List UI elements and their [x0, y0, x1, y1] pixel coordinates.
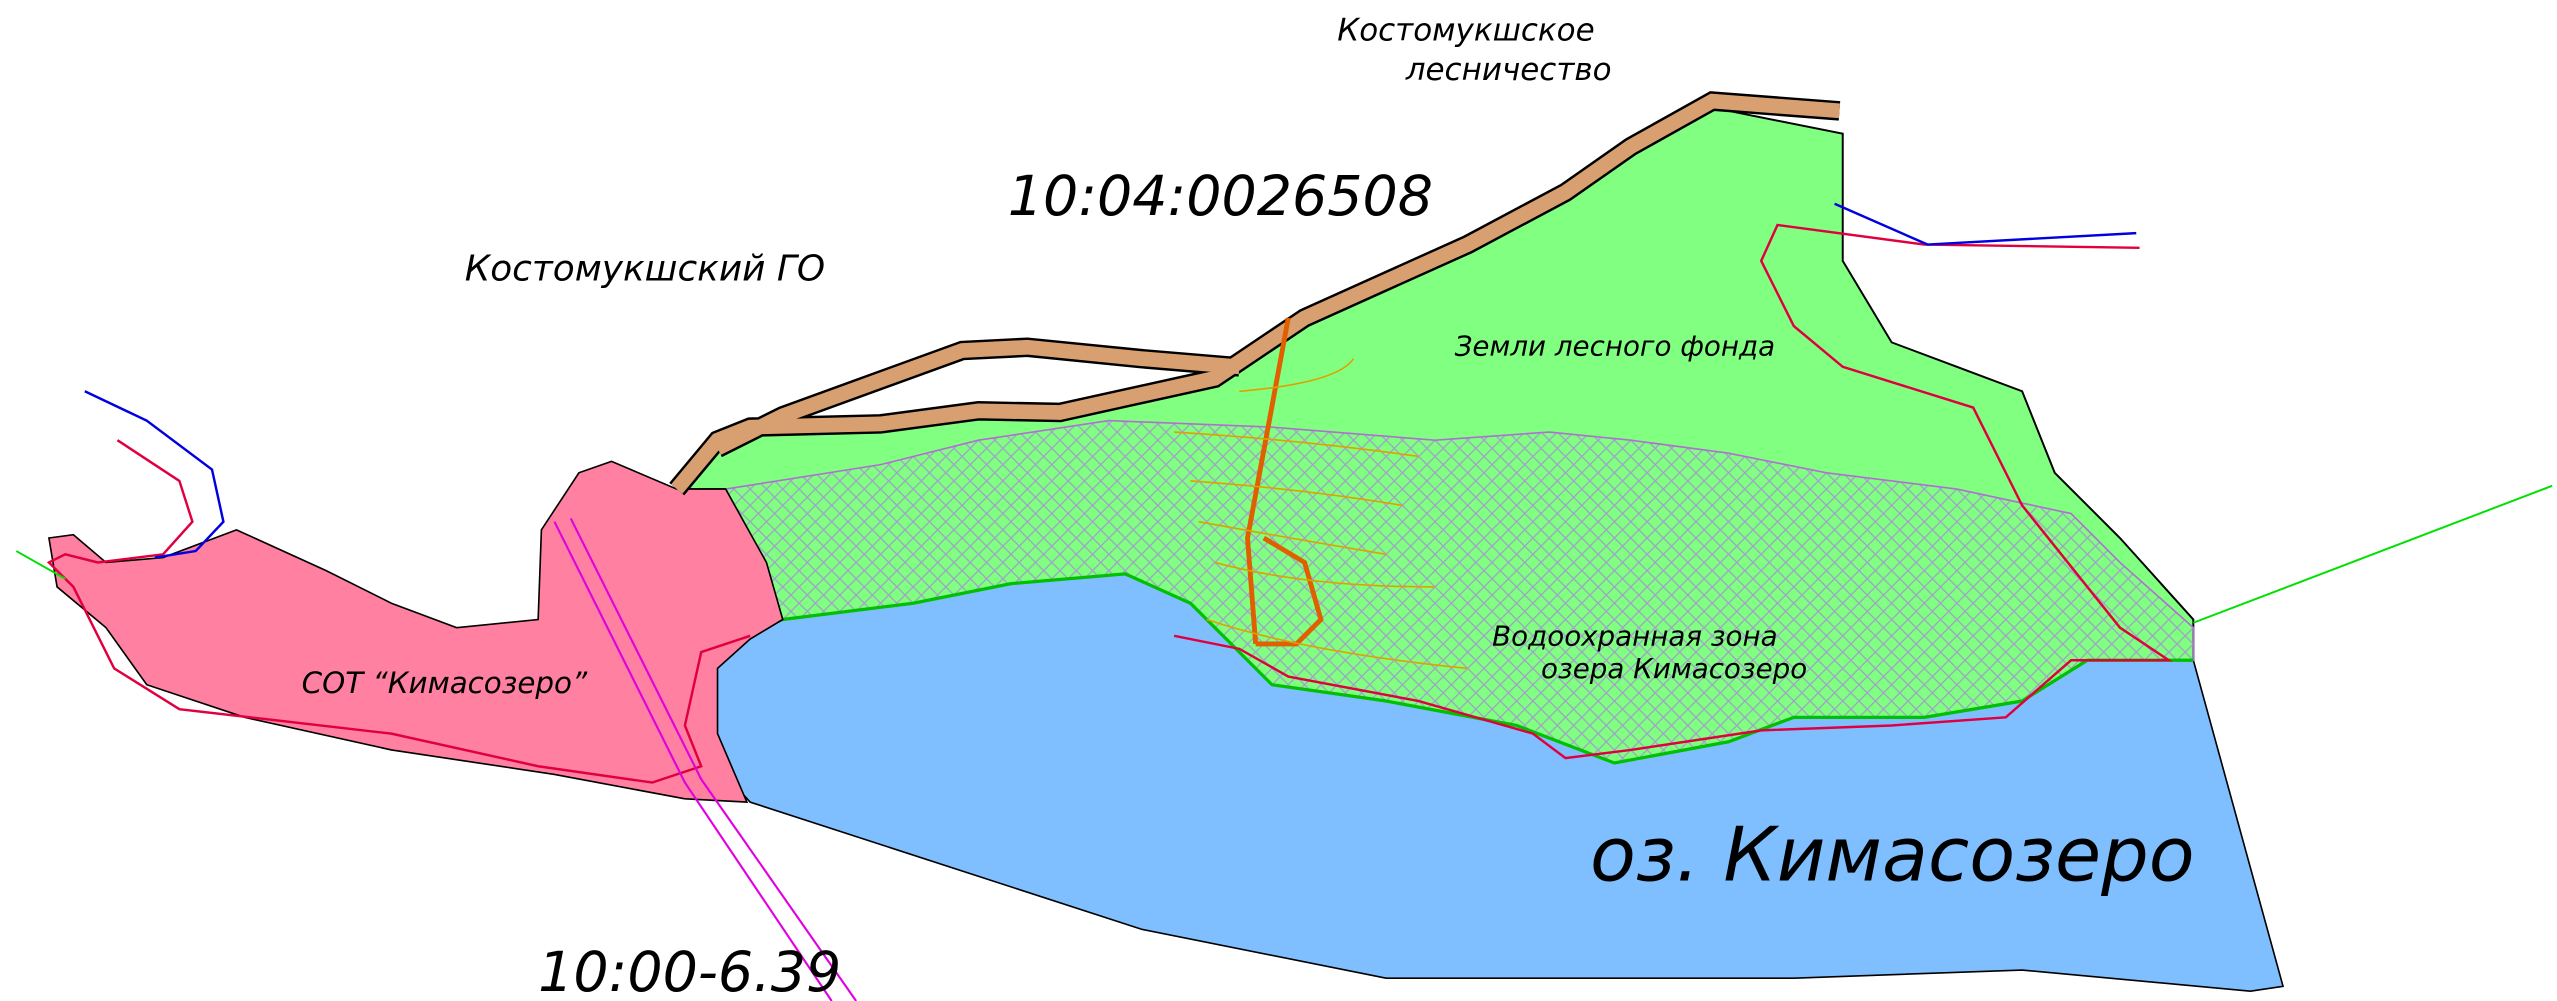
lake-label: оз. Кимасозеро: [1590, 810, 2195, 898]
cadastral-label: 10:04:0026508: [1008, 165, 1433, 229]
map: Костомукшское лесничество 10:04:0026508 …: [0, 0, 2557, 1001]
forestry-label: лесничество: [1405, 52, 1612, 88]
forestry-label: Костомукшское: [1337, 13, 1594, 49]
forest-lands-label: Земли лесного фонда: [1455, 329, 1775, 362]
parcel-label: 10:00-6.39: [538, 941, 841, 1001]
water-zone-label: озера Кимасозеро: [1541, 652, 1807, 685]
district-label: Костомукшский ГО: [465, 248, 825, 289]
sot-label: СОТ “Кимасозеро”: [302, 666, 588, 700]
water-zone-label: Водоохранная зона: [1492, 620, 1777, 653]
